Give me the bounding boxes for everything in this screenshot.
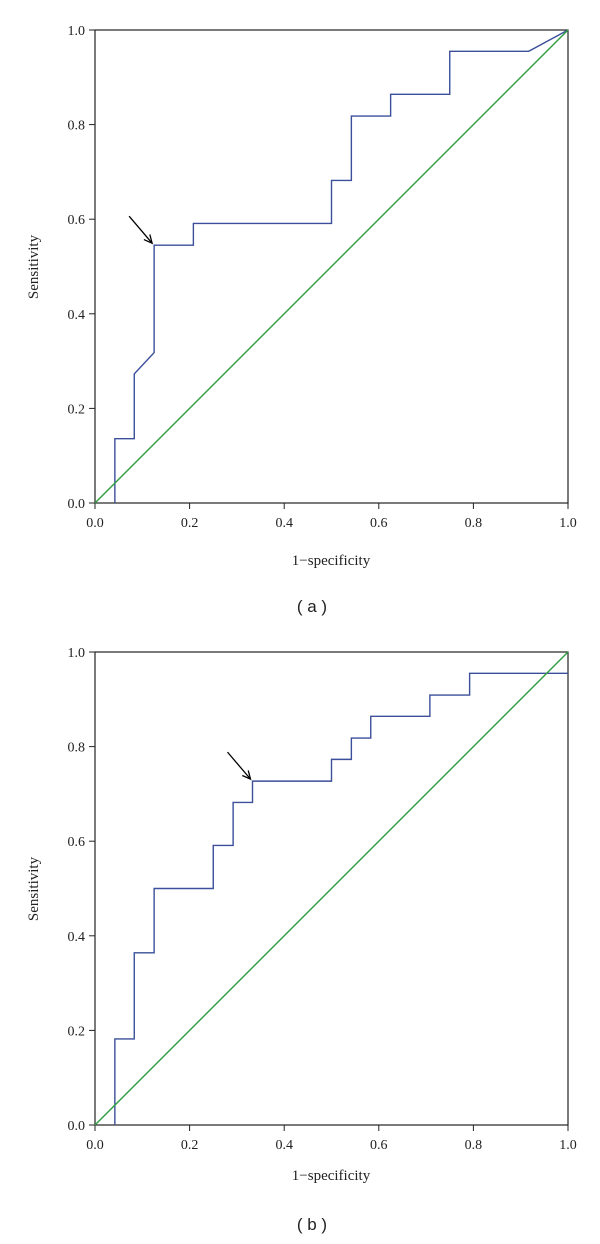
roc-curve (114, 29, 569, 503)
y-tick-label: 0.6 (68, 835, 86, 850)
plot-frame (94, 651, 569, 1126)
y-tick-label: 0.6 (68, 213, 86, 228)
plot-frame (94, 29, 569, 504)
x-tick-label: 0.2 (181, 1138, 199, 1153)
roc-chart-a: Sensitivity 1−specificity ( a ) 0.0 0.2 0.… (26, 24, 577, 616)
x-tick-label: 1.0 (559, 516, 577, 531)
reference-diagonal (94, 29, 569, 504)
reference-diagonal (94, 651, 569, 1126)
y-tick-label: 1.0 (68, 24, 86, 39)
roc-chart-b: Sensitivity 1−specificity ( b ) 0.0 0.2 0.… (0, 622, 600, 1244)
x-axis-title: 1−specificity (292, 1168, 371, 1184)
x-tick-label: 1.0 (559, 1138, 577, 1153)
cutoff-arrow-shaft (128, 215, 153, 244)
x-tick-label: 0.0 (86, 1138, 104, 1153)
y-tick-label: 0.4 (68, 930, 86, 945)
y-tick-label: 1.0 (68, 646, 86, 661)
y-axis-title: Sensitivity (26, 856, 42, 921)
y-tick-label: 0.0 (68, 497, 86, 512)
panel-label: ( b ) (297, 1215, 327, 1234)
roc-curve (114, 672, 568, 1125)
x-tick-label: 0.4 (275, 1138, 293, 1153)
x-tick-label: 0.6 (370, 1138, 388, 1153)
y-tick-label: 0.8 (68, 119, 86, 134)
y-axis-title: Sensitivity (26, 234, 42, 299)
panel-label: ( a ) (297, 597, 327, 616)
x-tick-label: 0.0 (86, 516, 104, 531)
x-tick-label: 0.8 (465, 516, 483, 531)
cutoff-arrow-head (143, 234, 154, 245)
y-tick-label: 0.2 (68, 1024, 86, 1039)
x-tick-label: 0.6 (370, 516, 388, 531)
cutoff-arrow-head (242, 770, 252, 781)
x-tick-label: 0.4 (275, 516, 293, 531)
roc-chart-a-svg: Sensitivity 1−specificity ( a ) 0.0 0.2 0.… (26, 24, 577, 616)
roc-chart-b-svg: Sensitivity 1−specificity ( b ) 0.0 0.2 0.… (26, 646, 577, 1234)
x-tick-label: 0.2 (181, 516, 199, 531)
y-tick-label: 0.2 (68, 402, 86, 417)
x-axis-title: 1−specificity (292, 553, 371, 569)
y-tick-label: 0.4 (68, 308, 86, 323)
cutoff-arrow-shaft (227, 751, 252, 780)
y-tick-label: 0.0 (68, 1119, 86, 1134)
y-tick-label: 0.8 (68, 741, 86, 756)
x-tick-label: 0.8 (465, 1138, 483, 1153)
